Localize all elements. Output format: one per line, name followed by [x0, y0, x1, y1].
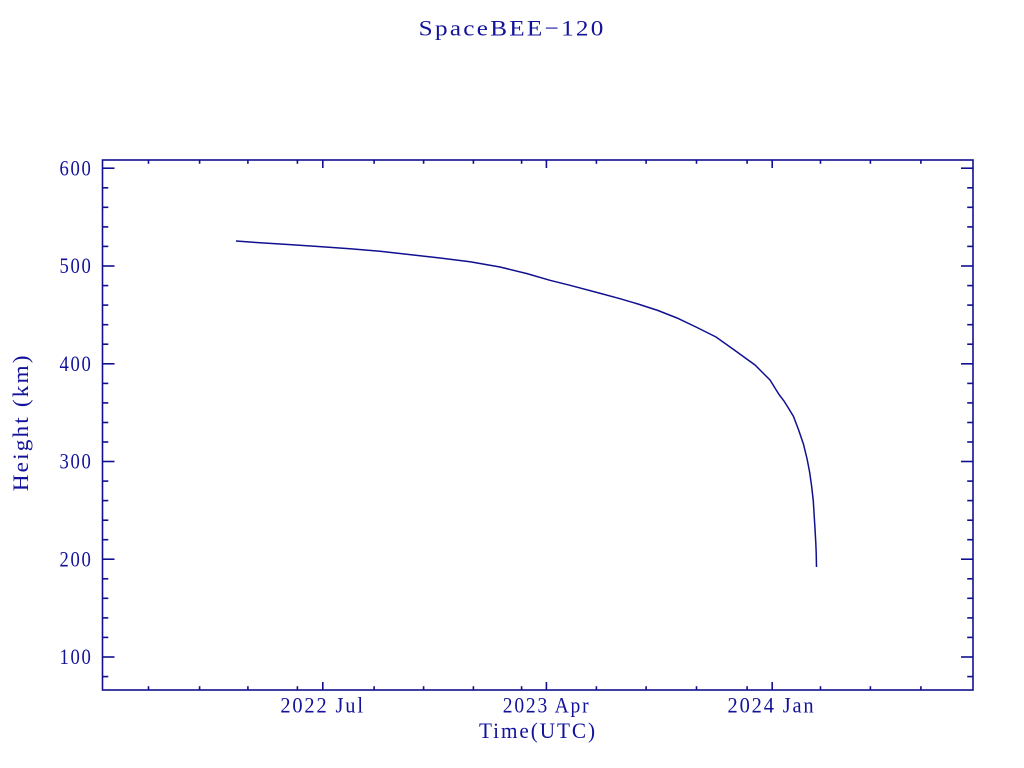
svg-text:Time(UTC): Time(UTC) [479, 718, 597, 743]
svg-text:2024 Jan: 2024 Jan [728, 692, 816, 717]
svg-text:2023 Apr: 2023 Apr [503, 692, 591, 717]
svg-text:SpaceBEE−120: SpaceBEE−120 [419, 15, 606, 40]
svg-text:400: 400 [60, 351, 93, 376]
svg-text:2022 Jul: 2022 Jul [280, 692, 365, 717]
svg-text:500: 500 [60, 253, 93, 278]
svg-text:300: 300 [60, 449, 93, 474]
svg-text:600: 600 [60, 155, 93, 180]
svg-text:100: 100 [60, 644, 93, 669]
svg-text:200: 200 [60, 546, 93, 571]
svg-text:Height (km): Height (km) [8, 353, 33, 491]
